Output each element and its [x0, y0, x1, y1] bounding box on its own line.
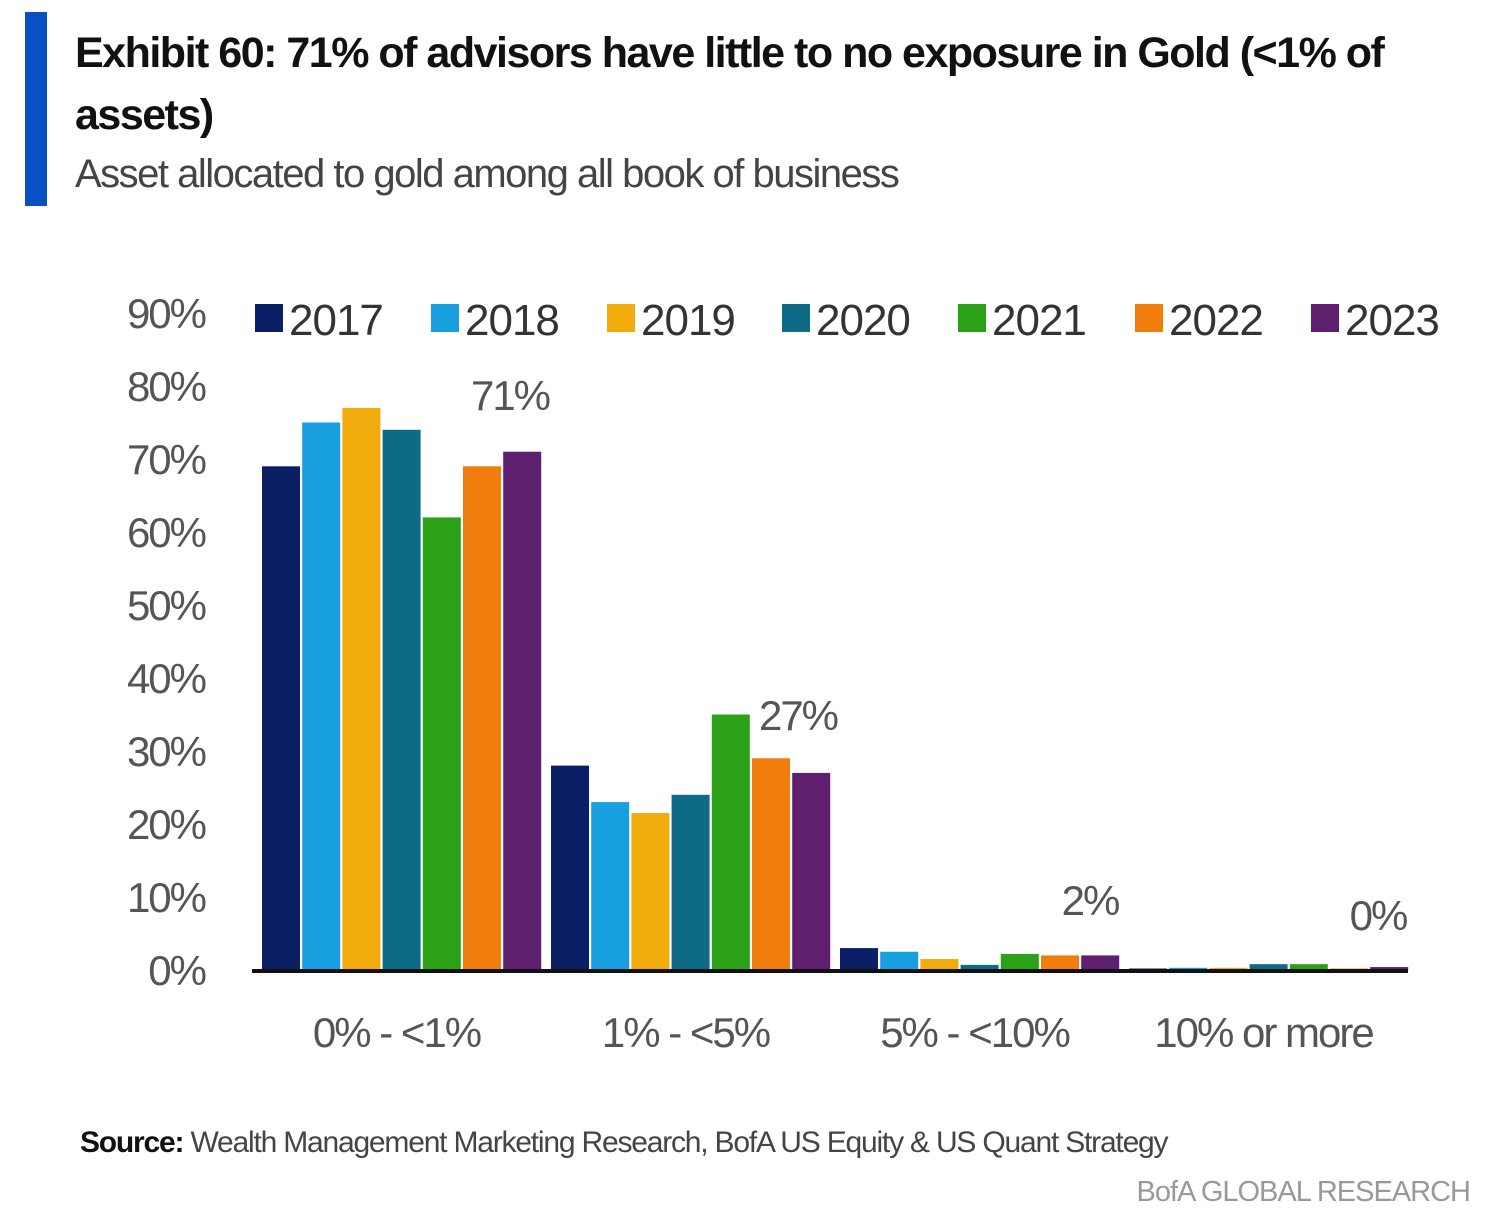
- y-axis: 0% 10% 20% 30% 40% 50% 60% 70% 80% 90%: [127, 290, 208, 994]
- legend-swatch: [1311, 304, 1339, 332]
- bar-2017: [262, 466, 300, 970]
- legend-label: 2021: [992, 296, 1086, 345]
- bar-2021: [711, 714, 750, 970]
- title-accent-bar: [25, 12, 47, 206]
- data-label: 27%: [759, 692, 838, 739]
- x-category-label: 0% - <1%: [313, 1009, 481, 1050]
- y-tick-label: 80%: [127, 363, 206, 410]
- legend-swatch: [607, 304, 635, 332]
- x-axis: 0% - <1% 1% - <5% 5% - <10% 10% or more: [313, 1009, 1375, 1050]
- x-category-label: 5% - <10%: [880, 1009, 1069, 1050]
- source-text: Wealth Management Marketing Research, Bo…: [190, 1126, 1168, 1159]
- bar-2023: [1370, 967, 1409, 970]
- x-category-label: 10% or more: [1154, 1009, 1373, 1050]
- bar-2018: [302, 422, 341, 970]
- y-tick-label: 30%: [127, 728, 206, 775]
- legend-swatch: [431, 304, 459, 332]
- legend-item: 2022: [1135, 296, 1264, 345]
- legend-label: 2023: [1345, 296, 1439, 345]
- bar-2019: [1209, 967, 1248, 970]
- legend-label: 2022: [1169, 296, 1263, 345]
- bar-chart: 0%10%20%30%40%50%60%70%80%90% 2017 2018 20…: [127, 290, 1440, 1050]
- y-tick-label: 10%: [127, 874, 206, 921]
- bar-2019: [631, 813, 670, 970]
- bar-2023: [792, 772, 831, 970]
- bar-2022: [752, 758, 790, 970]
- chart-title: Exhibit 60: 71% of advisors have little …: [75, 29, 1385, 139]
- legend-swatch: [782, 304, 810, 332]
- y-tick-label: 50%: [127, 582, 206, 629]
- bar-2018: [1169, 967, 1208, 970]
- legend-item: 2020: [782, 296, 911, 345]
- data-label: 2%: [1062, 877, 1119, 924]
- legend-item: 2021: [958, 296, 1087, 345]
- legend-swatch: [1135, 304, 1163, 332]
- bar-2021: [422, 517, 461, 970]
- legend-label: 2018: [465, 296, 559, 345]
- bar-2021: [1289, 964, 1328, 970]
- bar-group: [840, 948, 1120, 970]
- y-tick-label: 20%: [127, 801, 206, 848]
- legend-label: 2017: [289, 296, 383, 345]
- bar-2017: [551, 765, 589, 970]
- bar-2022: [1041, 955, 1079, 970]
- chart-subtitle: Asset allocated to gold among all book o…: [75, 152, 900, 196]
- bar-group: [551, 714, 831, 970]
- bar-2023: [503, 451, 542, 970]
- legend-swatch: [958, 304, 986, 332]
- bar-2019: [920, 959, 959, 970]
- bar-2020: [382, 429, 421, 970]
- bar-2019: [342, 407, 381, 970]
- legend-item: 2019: [607, 296, 736, 345]
- legend-item: 2023: [1311, 296, 1440, 345]
- bar-group: [262, 407, 542, 970]
- legend: 2017 2018 2019 2020 2021 2022 2023: [255, 296, 1440, 345]
- y-tick-label: 0%: [148, 947, 205, 994]
- legend-item: 2017: [255, 296, 384, 345]
- legend-label: 2020: [816, 296, 910, 345]
- source-note: Source: Wealth Management Marketing Rese…: [80, 1126, 1169, 1160]
- y-tick-label: 60%: [127, 509, 206, 556]
- data-labels: 71% 27% 2% 0%: [471, 372, 1409, 939]
- bar-2018: [591, 802, 630, 970]
- x-category-label: 1% - <5%: [602, 1009, 770, 1050]
- bar-2020: [960, 964, 999, 970]
- legend-label: 2019: [641, 296, 735, 345]
- bar-2020: [1249, 964, 1288, 970]
- y-tick-label: 40%: [127, 655, 206, 702]
- bars: [262, 407, 1409, 970]
- bar-2018: [880, 951, 919, 970]
- bar-2020: [671, 794, 710, 970]
- legend-item: 2018: [431, 296, 560, 345]
- source-label: Source:: [80, 1126, 185, 1159]
- brand-label: BofA GLOBAL RESEARCH: [1136, 1176, 1471, 1208]
- bar-2023: [1081, 955, 1120, 970]
- bar-2022: [463, 466, 501, 970]
- y-tick-label: 90%: [127, 290, 206, 337]
- y-tick-label: 70%: [127, 436, 206, 483]
- data-label: 0%: [1350, 892, 1407, 939]
- bar-2021: [1000, 953, 1039, 970]
- bar-2017: [840, 948, 878, 970]
- data-label: 71%: [471, 372, 550, 419]
- legend-swatch: [255, 304, 283, 332]
